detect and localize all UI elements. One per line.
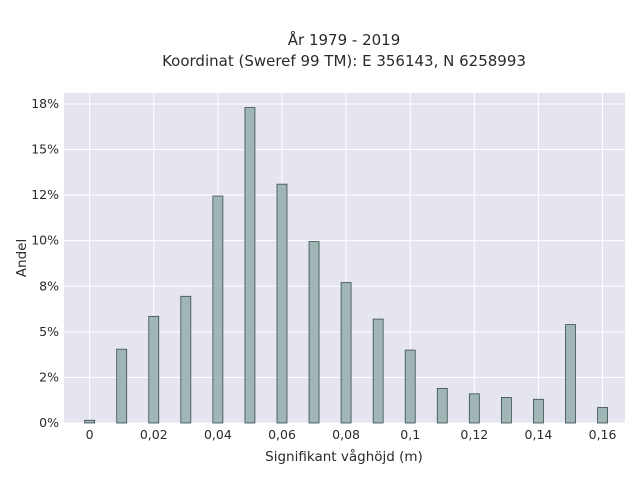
bar	[308, 241, 320, 424]
y-tick-label: 12%	[31, 187, 59, 202]
bar	[340, 282, 352, 424]
x-axis-ticks: 0 0,02 0,04 0,06 0,08 0,1 0,12 0,14 0,16	[86, 427, 617, 442]
x-tick-label: 0,08	[332, 427, 360, 442]
bar	[372, 318, 384, 424]
y-tick-label: 15%	[31, 142, 59, 157]
y-tick-label: 2%	[39, 369, 59, 384]
x-axis-label: Signifikant våghöjd (m)	[265, 448, 423, 465]
bar	[404, 349, 416, 424]
y-tick-label: 18%	[31, 96, 59, 111]
bar	[436, 387, 448, 424]
bars	[84, 107, 608, 424]
bar	[116, 348, 128, 424]
chart-subtitle: Koordinat (Sweref 99 TM): E 356143, N 62…	[162, 52, 526, 70]
x-tick-label: 0,16	[589, 427, 617, 442]
bar	[468, 393, 480, 424]
x-tick-label: 0,04	[204, 427, 232, 442]
bar	[244, 107, 256, 424]
x-tick-label: 0,1	[400, 427, 420, 442]
x-tick-label: 0,06	[268, 427, 296, 442]
bar	[597, 407, 608, 424]
bar	[212, 195, 224, 424]
y-axis-ticks: 0% 2% 5% 8% 10% 12% 15% 18%	[31, 96, 59, 430]
bar	[533, 398, 544, 424]
bar	[180, 295, 192, 424]
y-tick-label: 5%	[39, 324, 59, 339]
y-tick-label: 0%	[39, 415, 59, 430]
y-tick-label: 10%	[31, 233, 59, 248]
y-tick-label: 8%	[39, 278, 59, 293]
x-tick-label: 0	[86, 427, 94, 442]
chart-title: År 1979 - 2019	[288, 30, 401, 49]
x-tick-label: 0,14	[525, 427, 553, 442]
x-tick-label: 0,02	[140, 427, 168, 442]
y-axis-label: Andel	[14, 239, 30, 277]
bar	[500, 397, 512, 424]
bar	[565, 324, 576, 424]
bar	[84, 419, 96, 424]
bar	[148, 315, 160, 424]
x-tick-label: 0,12	[460, 427, 488, 442]
bar	[276, 183, 288, 424]
